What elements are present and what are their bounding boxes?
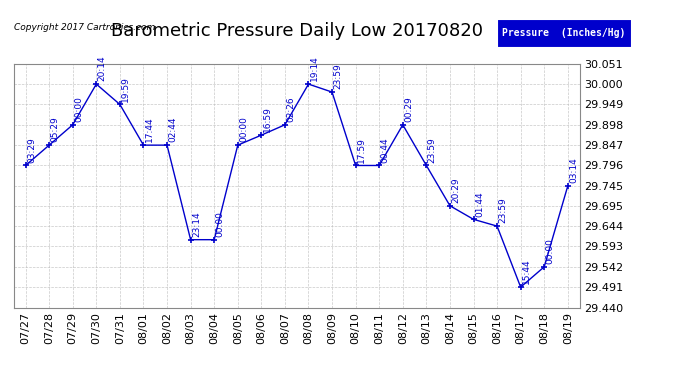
Text: 03:14: 03:14 xyxy=(569,157,578,183)
Text: 00:00: 00:00 xyxy=(215,211,224,237)
Text: 03:29: 03:29 xyxy=(27,137,36,163)
Text: Barometric Pressure Daily Low 20170820: Barometric Pressure Daily Low 20170820 xyxy=(110,22,483,40)
Text: 23:14: 23:14 xyxy=(192,211,201,237)
Text: 01:44: 01:44 xyxy=(475,191,484,216)
Text: 00:29: 00:29 xyxy=(404,96,413,122)
Text: 19:14: 19:14 xyxy=(310,56,319,81)
Text: 23:59: 23:59 xyxy=(333,63,342,89)
Text: 23:59: 23:59 xyxy=(498,198,507,223)
Text: Pressure  (Inches/Hg): Pressure (Inches/Hg) xyxy=(502,28,626,38)
Text: Copyright 2017 Cartronics.com: Copyright 2017 Cartronics.com xyxy=(14,22,155,32)
Text: 17:59: 17:59 xyxy=(357,137,366,163)
Text: 23:59: 23:59 xyxy=(428,137,437,163)
Text: 02:44: 02:44 xyxy=(168,117,177,142)
Text: 19:59: 19:59 xyxy=(121,76,130,102)
Text: 00:00: 00:00 xyxy=(74,96,83,122)
Text: 02:26: 02:26 xyxy=(286,96,295,122)
Text: 00:00: 00:00 xyxy=(546,238,555,264)
Text: 17:44: 17:44 xyxy=(145,117,154,142)
Text: 00:44: 00:44 xyxy=(381,137,390,163)
Text: 15:44: 15:44 xyxy=(522,259,531,284)
Text: 00:00: 00:00 xyxy=(239,117,248,142)
Text: 05:29: 05:29 xyxy=(50,117,59,142)
Text: 20:14: 20:14 xyxy=(98,56,107,81)
Text: 16:59: 16:59 xyxy=(263,106,272,132)
Text: 20:29: 20:29 xyxy=(451,177,460,203)
